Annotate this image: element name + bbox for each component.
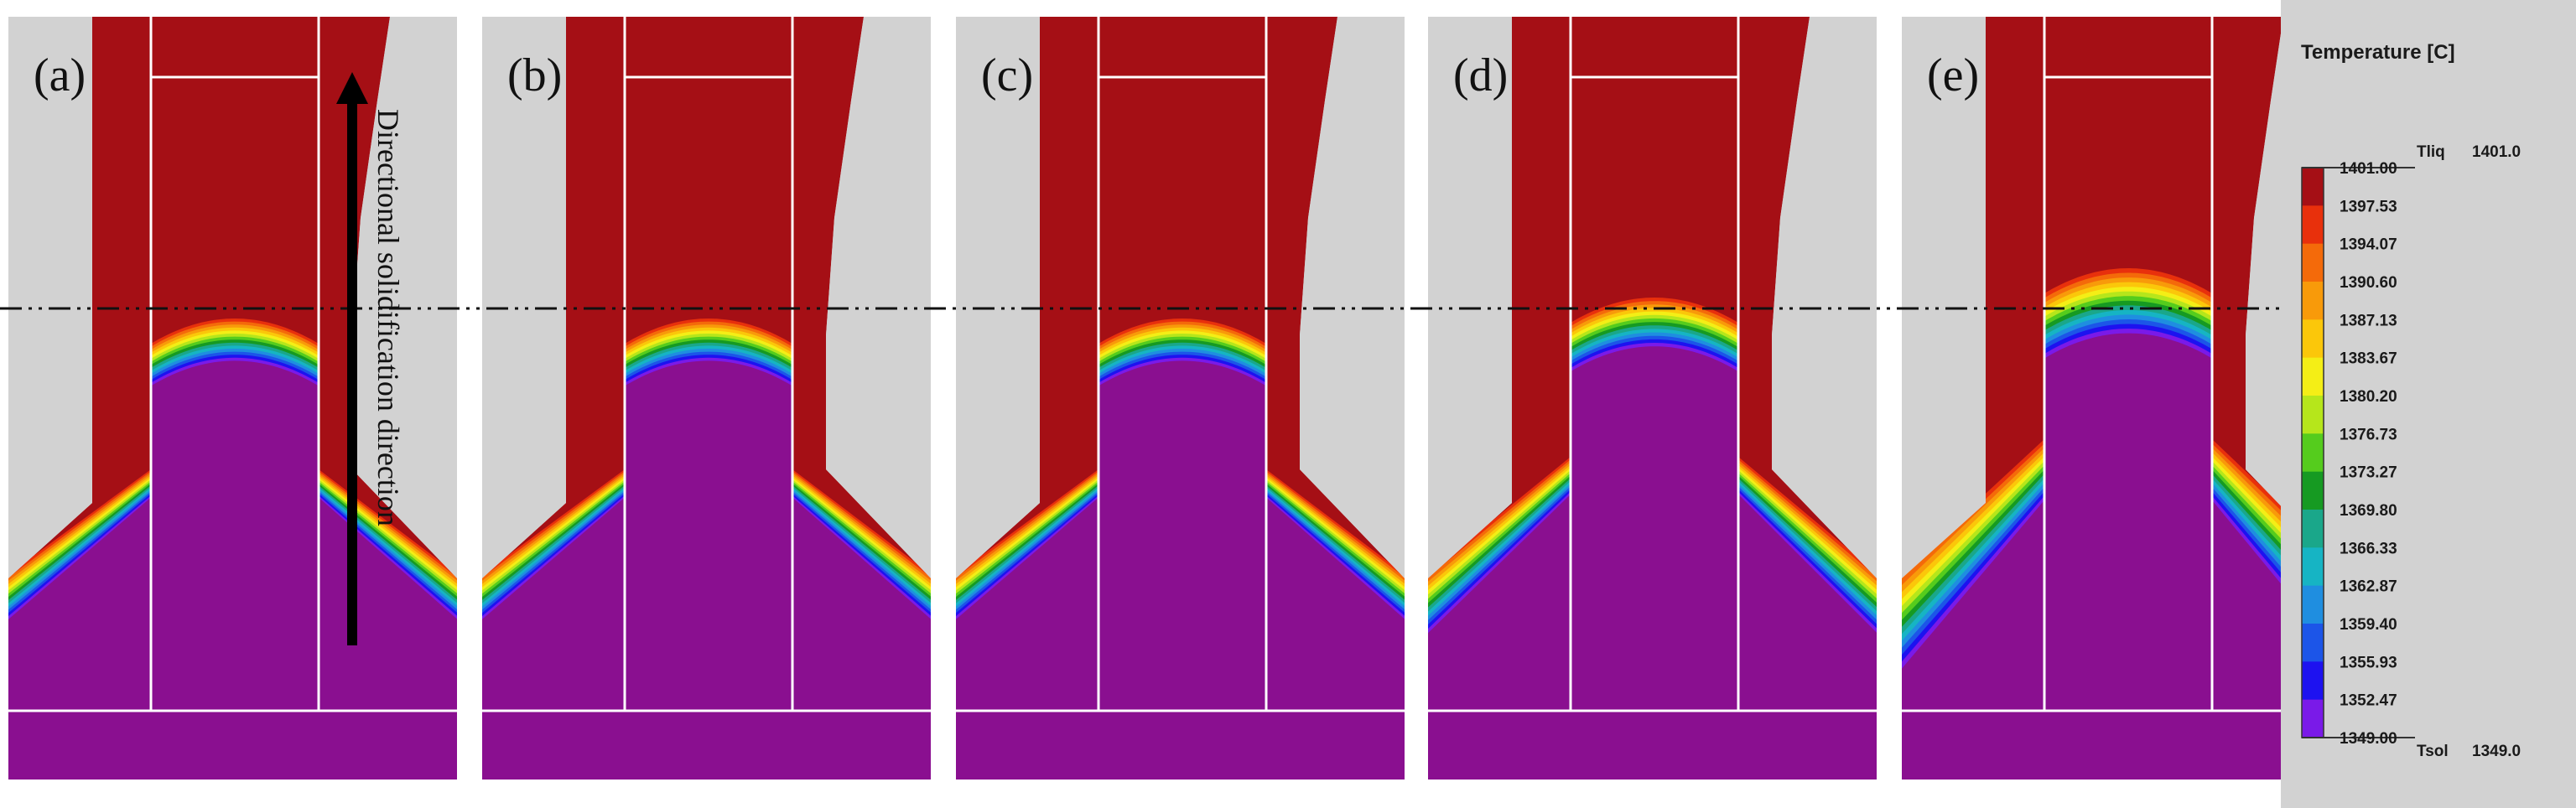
solidus-value: 1349.0 (2472, 743, 2521, 760)
legend-tick-label: 1359.40 (2340, 616, 2397, 634)
panel-a: (a) (8, 17, 457, 780)
isotherm-band (151, 360, 319, 711)
mold-region (826, 17, 931, 578)
panel-label: (b) (507, 49, 562, 101)
panel-c: (c) (956, 17, 1405, 780)
legend-color-swatch (2302, 510, 2324, 548)
isotherm-band (792, 497, 931, 711)
solidus-label: Tsol (2417, 743, 2449, 760)
legend-color-swatch (2302, 282, 2324, 320)
legend-tick-label: 1387.13 (2340, 312, 2397, 329)
legend-tick-label: 1369.80 (2340, 502, 2397, 520)
legend-color-swatch (2302, 205, 2324, 245)
legend-tick-label: 1394.07 (2340, 236, 2397, 254)
legend-color-swatch (2302, 396, 2324, 434)
panel-label: (e) (1927, 49, 1979, 101)
temperature-legend: Temperature [C] Tliq 1401.0 Tsol 1349.0 … (2281, 0, 2576, 808)
base-plate (482, 711, 931, 780)
mold-region (8, 17, 92, 578)
legend-tick-label: 1390.60 (2340, 274, 2397, 292)
legend-tick-label: 1352.47 (2340, 692, 2397, 710)
solidification-direction-label: Directional solidification direction (371, 109, 405, 526)
legend-color-swatch (2302, 585, 2324, 624)
base-plate (1428, 711, 1877, 780)
mold-region (352, 17, 457, 578)
panels-layer: (a) (b) (c) (d) (e) (8, 17, 2350, 780)
legend-title: Temperature [C] (2301, 41, 2455, 64)
mold-region (1428, 17, 1512, 578)
legend-tick-label: 1380.20 (2340, 388, 2397, 406)
isotherm-band (8, 497, 151, 711)
legend-tick-label: 1366.33 (2340, 540, 2397, 557)
legend-color-swatch (2302, 661, 2324, 701)
isotherm-band (1266, 497, 1405, 711)
legend-tick-labels: 1401.00 1397.53 1394.07 1390.60 1387.13 1383.… (2340, 160, 2397, 748)
legend-tick-label: 1373.27 (2340, 464, 2397, 482)
legend-color-bar (2301, 167, 2415, 738)
isotherm-band (1571, 346, 1738, 711)
isotherm-band (2044, 333, 2212, 711)
legend-tick-label: 1362.87 (2340, 578, 2397, 596)
mold-region (1772, 17, 1877, 578)
panel-d: (d) (1428, 17, 1877, 780)
isotherm-band (956, 497, 1098, 711)
isotherm-band (1902, 500, 2044, 711)
isotherm-band (482, 497, 625, 711)
legend-tick-label: 1355.93 (2340, 654, 2397, 671)
base-plate (956, 711, 1405, 780)
legend-tick-label: 1401.00 (2340, 160, 2397, 178)
legend-tick-label: 1397.53 (2340, 198, 2397, 215)
legend-color-swatch (2302, 699, 2324, 738)
mold-region (482, 17, 566, 578)
liquidus-value: 1401.0 (2472, 143, 2521, 161)
legend-color-swatch (2302, 433, 2324, 473)
isotherm-band (625, 360, 792, 711)
legend-color-swatch (2302, 547, 2324, 587)
legend-background (2281, 0, 2576, 808)
legend-color-swatch (2302, 357, 2324, 396)
isotherm-band (1098, 360, 1266, 711)
base-plate (1902, 711, 2350, 780)
isotherm-band (1428, 494, 1571, 711)
isotherm-band (1738, 494, 1877, 711)
legend-color-swatch (2302, 471, 2324, 510)
panel-label: (d) (1453, 49, 1508, 101)
legend-tick-label: 1349.00 (2340, 730, 2397, 748)
legend-bar-border (2301, 167, 2324, 738)
legend-tick-label: 1383.67 (2340, 350, 2397, 368)
mold-region (1300, 17, 1405, 578)
legend-color-swatch (2302, 243, 2324, 282)
solidification-direction-arrow: Directional solidification direction (336, 72, 405, 645)
legend-tick-label: 1376.73 (2340, 426, 2397, 443)
mold-region (956, 17, 1040, 578)
legend-color-swatch (2302, 624, 2324, 662)
liquidus-label: Tliq (2417, 143, 2445, 161)
panel-label: (c) (981, 49, 1033, 101)
legend-color-swatch (2302, 168, 2324, 206)
panel-b: (b) (482, 17, 931, 780)
legend-color-swatch (2302, 319, 2324, 359)
mold-region (1902, 17, 1986, 578)
panel-label: (a) (34, 49, 86, 101)
base-plate (8, 711, 457, 780)
